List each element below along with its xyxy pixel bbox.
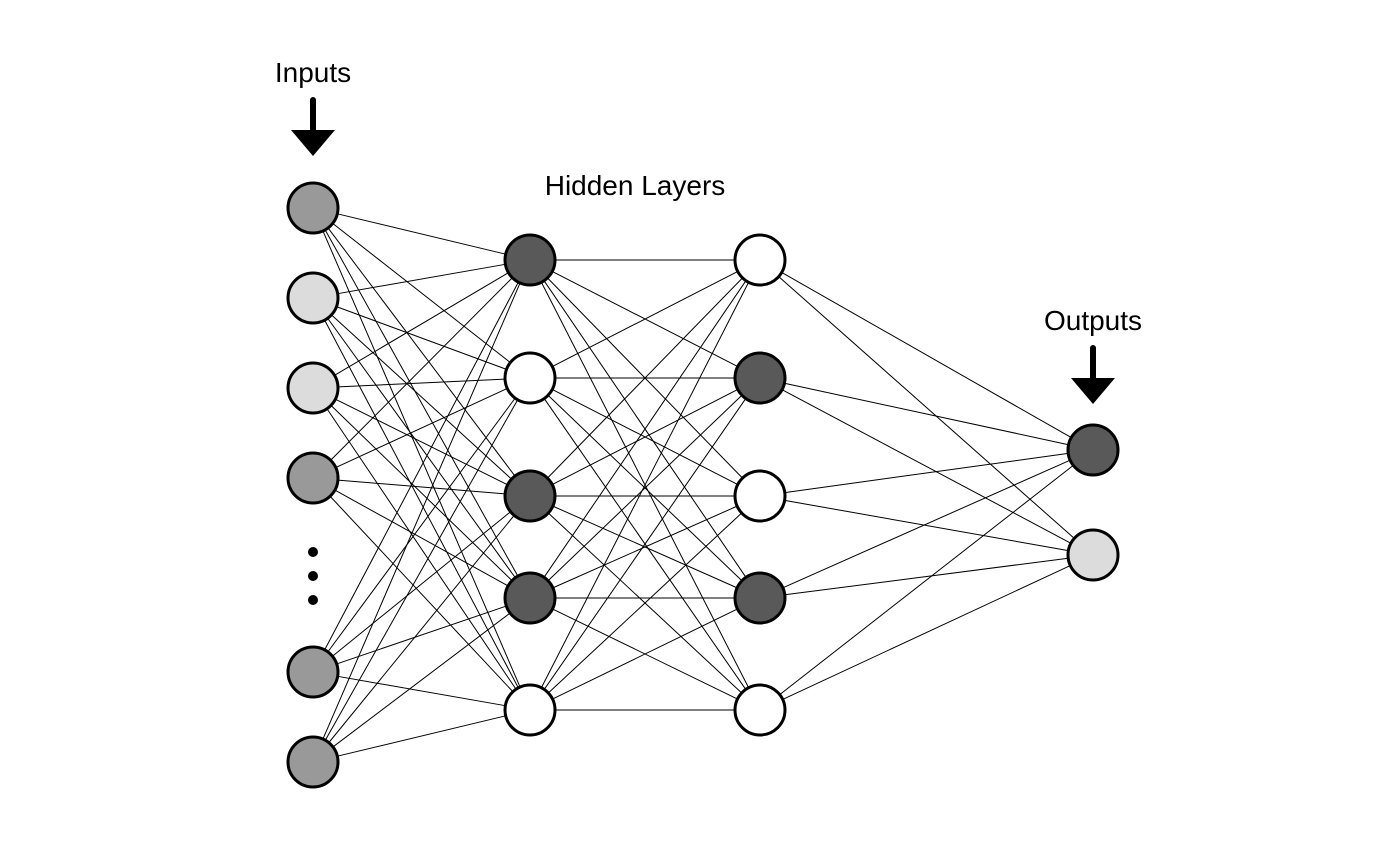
edge <box>783 460 1070 588</box>
edge <box>785 500 1069 550</box>
edge <box>336 307 506 370</box>
output-node <box>1068 530 1118 580</box>
edge <box>785 453 1068 492</box>
edge <box>785 558 1068 595</box>
hidden2-node <box>735 573 785 623</box>
hidden1-node <box>505 353 555 403</box>
edge <box>336 388 508 467</box>
outputs-label: Outputs <box>1044 305 1142 336</box>
edge <box>338 480 505 494</box>
hidden1-node <box>505 471 555 521</box>
edge <box>325 320 519 688</box>
ellipsis-dot <box>308 547 318 557</box>
edge <box>331 405 512 580</box>
edge <box>780 465 1074 694</box>
hidden-layers-label: Hidden Layers <box>545 170 726 201</box>
hidden1-node <box>505 573 555 623</box>
edges-group <box>323 214 1074 756</box>
input-node <box>288 453 338 503</box>
output-node <box>1068 425 1118 475</box>
edge <box>333 223 511 362</box>
edge <box>328 228 515 476</box>
edge <box>331 315 511 479</box>
hidden2-node <box>735 471 785 521</box>
edge <box>335 399 507 485</box>
hidden2-node <box>735 235 785 285</box>
input-node <box>288 363 338 413</box>
arrow-down-icon <box>291 130 335 156</box>
hidden1-node <box>505 235 555 285</box>
hidden2-node <box>735 353 785 403</box>
arrow-down-icon <box>1071 378 1115 404</box>
edge <box>327 409 516 690</box>
input-node <box>288 183 338 233</box>
inputs-label: Inputs <box>275 57 351 88</box>
input-node <box>288 647 338 697</box>
edge <box>331 278 513 461</box>
edge <box>328 318 516 577</box>
edge <box>335 273 509 376</box>
edge <box>337 214 505 254</box>
edge <box>783 566 1071 700</box>
ellipsis-dot <box>308 571 318 581</box>
hidden2-node <box>735 685 785 735</box>
input-node <box>288 273 338 323</box>
edge <box>325 400 517 740</box>
edge <box>338 379 505 387</box>
hidden1-node <box>505 685 555 735</box>
nodes-group <box>288 183 1118 787</box>
edge <box>337 716 505 756</box>
input-node <box>288 737 338 787</box>
edge <box>328 398 515 652</box>
neural-network-diagram: Inputs Hidden Layers Outputs <box>0 0 1400 857</box>
ellipsis-dot <box>308 595 318 605</box>
